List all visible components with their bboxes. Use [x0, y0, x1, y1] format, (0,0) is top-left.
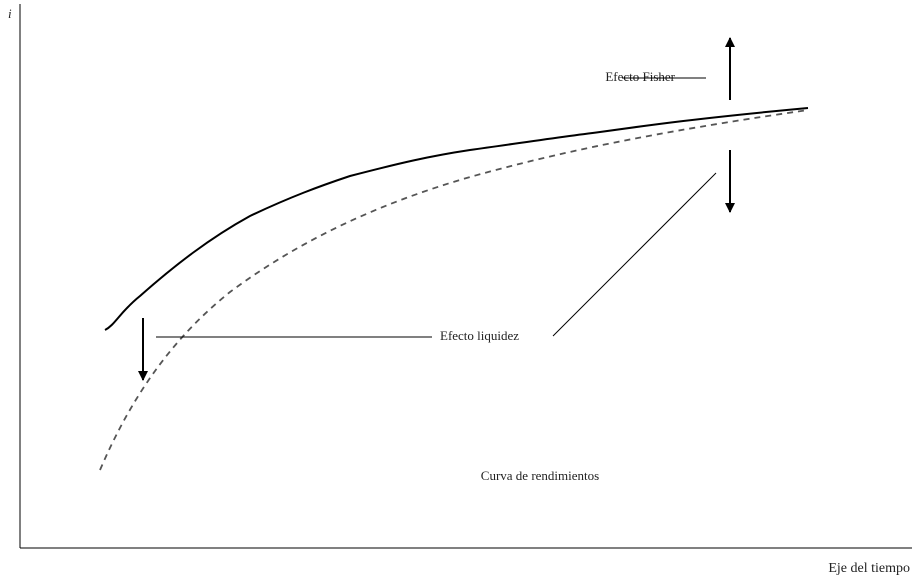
- solid-curve: [104, 107, 809, 331]
- dashed-curve: [99, 109, 809, 471]
- leader-line: [552, 172, 717, 337]
- curve-label: Curva de rendimientos: [481, 468, 599, 483]
- liquidity-label: Efecto liquidez: [440, 328, 519, 343]
- y-axis-label: i: [8, 6, 12, 21]
- x-axis-label: Eje del tiempo: [828, 561, 910, 576]
- fisher-label: Efecto Fisher: [605, 69, 675, 84]
